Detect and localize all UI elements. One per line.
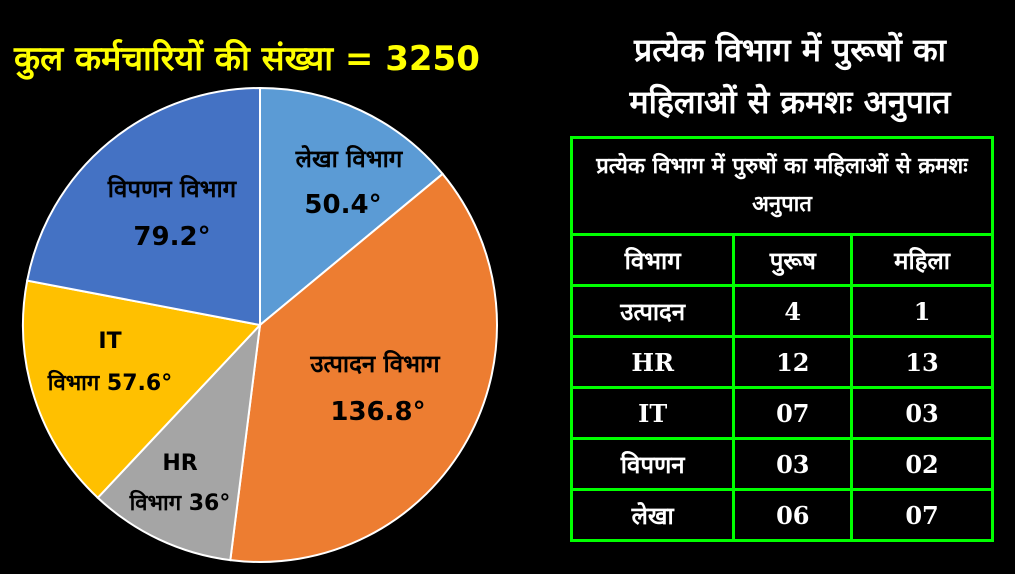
slice-value-label: 136.8°: [330, 397, 425, 427]
chart-title: कुल कर्मचारियों की संख्या = 3250: [14, 39, 480, 79]
cell-women: 02: [850, 437, 994, 491]
header-men: पुरूष: [732, 233, 854, 287]
slice-value-label: 50.4°: [304, 190, 381, 220]
slice-label: HR: [162, 451, 197, 476]
pie-chart: लेखा विभाग 50.4° उत्पादन विभाग 136.8° HR विभा…: [22, 86, 498, 563]
slice-label: उत्पादन विभाग: [309, 350, 441, 378]
cell-women: 13: [850, 335, 994, 389]
header-department: विभाग: [569, 233, 736, 287]
cell-men: 06: [732, 488, 854, 542]
pie-slice: [229, 172, 498, 563]
slice-value-label: विभाग 36°: [129, 489, 231, 516]
cell-men: 4: [732, 284, 854, 338]
table-row: उत्पादन 4 1: [569, 284, 994, 338]
slice-label: विपणन विभाग: [107, 175, 238, 203]
pie-slice: [96, 322, 262, 562]
cell-women: 07: [850, 488, 994, 542]
cell-department: उत्पादन: [569, 284, 736, 338]
table-header-row: विभाग पुरूष महिला: [569, 233, 994, 287]
table-caption-row: प्रत्येक विभाग में पुरुषों का महिलाओं से…: [570, 136, 994, 236]
cell-women: 1: [850, 284, 994, 338]
table-row: HR 12 13: [569, 335, 994, 389]
slice-label: IT: [98, 329, 121, 354]
table-caption: प्रत्येक विभाग में पुरुषों का महिलाओं से…: [570, 136, 994, 236]
cell-department: विपणन: [569, 437, 736, 491]
cell-men: 12: [732, 335, 854, 389]
pie-slice: [26, 86, 261, 327]
table-row: IT 07 03: [569, 386, 994, 440]
slice-value-label: विभाग 57.6°: [47, 369, 172, 396]
ratio-table: प्रत्येक विभाग में पुरुषों का महिलाओं से…: [569, 136, 994, 542]
slice-label: लेखा विभाग: [295, 145, 404, 173]
cell-women: 03: [850, 386, 994, 440]
table-row: विपणन 03 02: [569, 437, 994, 491]
table-row: लेखा 06 07: [569, 488, 994, 542]
pie-slice: [22, 279, 262, 500]
header-women: महिला: [850, 233, 994, 287]
ratio-heading: प्रत्येक विभाग में पुरूषों का महिलाओं से…: [629, 31, 951, 121]
cell-department: HR: [569, 335, 736, 389]
cell-men: 03: [732, 437, 854, 491]
cell-men: 07: [732, 386, 854, 440]
slice-value-label: 79.2°: [133, 222, 210, 252]
cell-department: लेखा: [569, 488, 736, 542]
pie-slice: [259, 86, 445, 328]
cell-department: IT: [569, 386, 736, 440]
